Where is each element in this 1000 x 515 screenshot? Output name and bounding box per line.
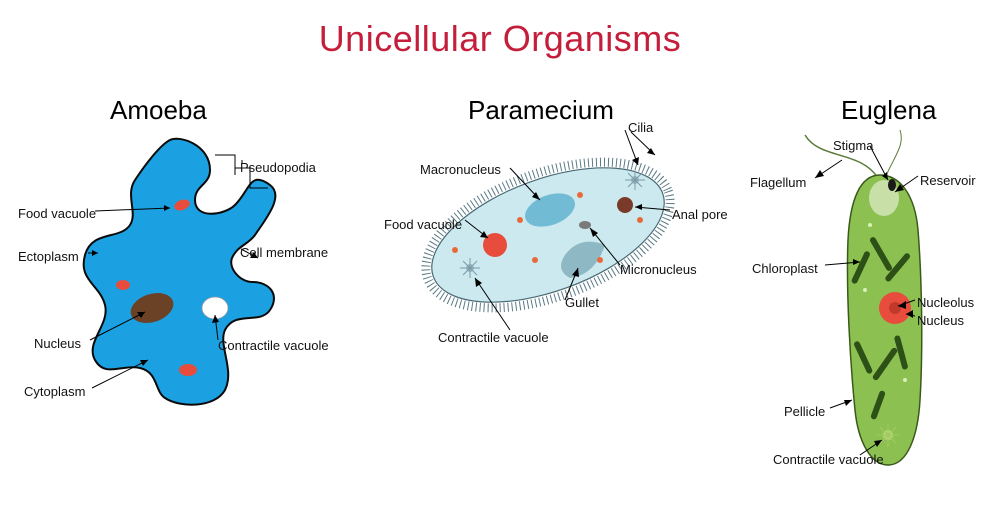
lbl-anal-pore: Anal pore: [672, 207, 728, 222]
lbl-macronucleus: Macronucleus: [420, 162, 501, 177]
lbl-nucleus-e: Nucleus: [917, 313, 964, 328]
lbl-ectoplasm: Ectoplasm: [18, 249, 79, 264]
lbl-cell-membrane: Cell membrane: [240, 245, 328, 260]
lbl-cilia: Cilia: [628, 120, 653, 135]
euglena-nucleolus: [889, 302, 901, 314]
euglena-stigma: [888, 179, 896, 191]
amoeba-food-vac-2: [116, 280, 130, 290]
lbl-cytoplasm: Cytoplasm: [24, 384, 85, 399]
paramecium-anal-pore: [617, 197, 633, 213]
amoeba-body: [84, 139, 276, 405]
lbl-gullet: Gullet: [565, 295, 599, 310]
paramecium-cell: [380, 120, 710, 350]
lbl-contractile-e: Contractile vacuole: [773, 452, 884, 467]
lbl-food-vacuole-a: Food vacuole: [18, 206, 96, 221]
lbl-contractile-p: Contractile vacuole: [438, 330, 549, 345]
amoeba-title: Amoeba: [110, 95, 207, 126]
euglena-title: Euglena: [841, 95, 936, 126]
lbl-chloroplast: Chloroplast: [752, 261, 818, 276]
paramecium-micronucleus: [579, 221, 591, 229]
amoeba-cell: [60, 130, 310, 430]
amoeba-food-vac-3: [179, 364, 197, 376]
lbl-pseudopodia: Pseudopodia: [240, 160, 316, 175]
lbl-contractile-a: Contractile vacuole: [218, 338, 329, 353]
lbl-pellicle: Pellicle: [784, 404, 825, 419]
lbl-nucleolus: Nucleolus: [917, 295, 974, 310]
lbl-micronucleus: Micronucleus: [620, 262, 697, 277]
paramecium-contractile-2: [625, 170, 645, 190]
lbl-nucleus-a: Nucleus: [34, 336, 81, 351]
lbl-reservoir: Reservoir: [920, 173, 976, 188]
lbl-stigma: Stigma: [833, 138, 873, 153]
lbl-food-vacuole-p: Food vacuole: [384, 217, 462, 232]
lbl-flagellum: Flagellum: [750, 175, 806, 190]
paramecium-contractile-1: [460, 258, 480, 278]
page-title: Unicellular Organisms: [0, 18, 1000, 60]
